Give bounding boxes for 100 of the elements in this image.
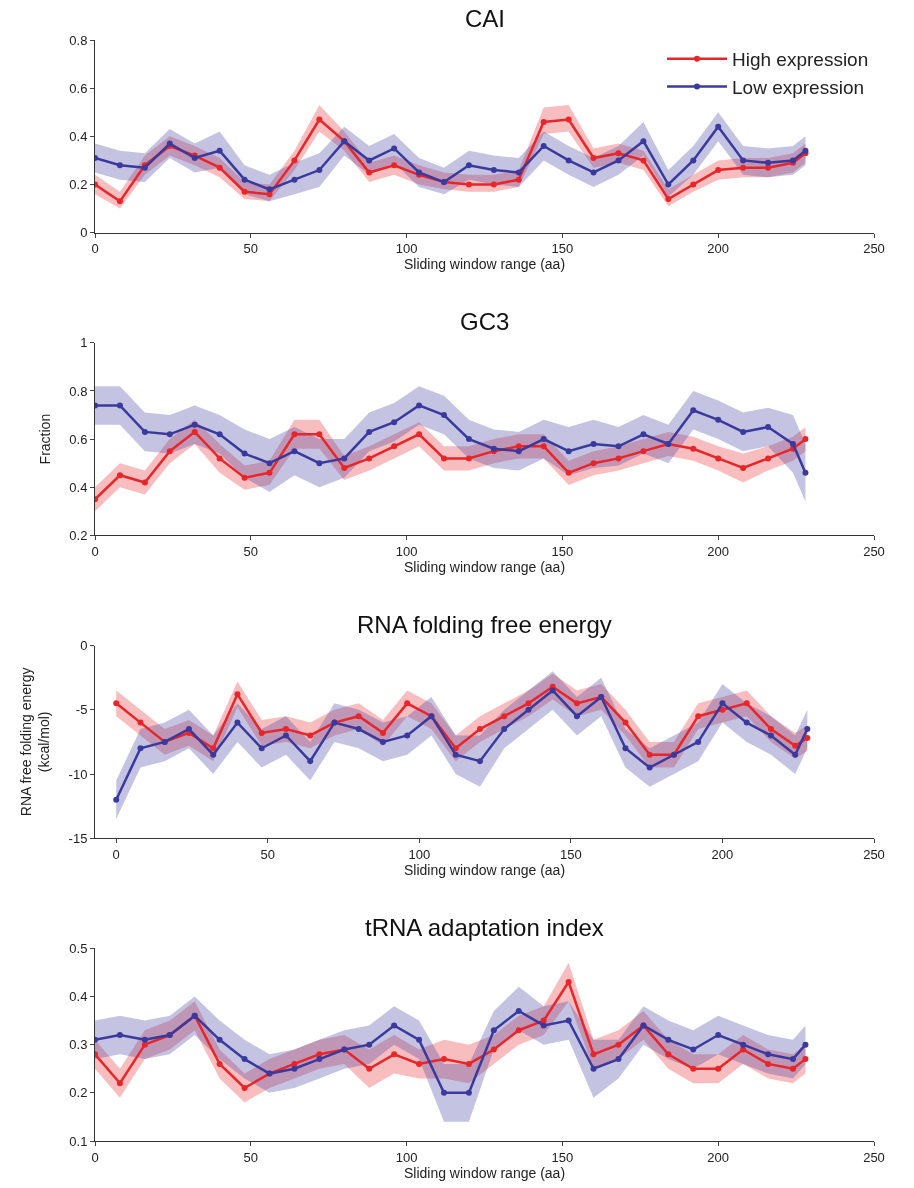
chart-title: RNA folding free energy: [357, 611, 612, 638]
point: [565, 469, 572, 476]
point: [646, 751, 653, 758]
x-axis-title: Sliding window range (aa): [403, 256, 566, 273]
point: [191, 428, 198, 435]
y-tick-label: 0.4: [69, 989, 88, 1005]
point: [307, 732, 314, 739]
x-axis-title: Sliding window range (aa): [403, 1164, 566, 1181]
y-tick-label: 0.3: [69, 1037, 88, 1053]
y-tick-label: 0.8: [69, 32, 88, 48]
point: [719, 706, 726, 713]
point: [515, 443, 522, 450]
point: [540, 436, 547, 443]
point: [767, 726, 774, 733]
point: [116, 402, 123, 409]
point: [804, 735, 811, 742]
y-tick-label: 0.2: [69, 1085, 88, 1101]
point: [740, 1041, 747, 1048]
x-axis-title: Sliding window range (aa): [403, 559, 566, 576]
point: [549, 687, 556, 694]
point: [792, 751, 799, 758]
point: [465, 455, 472, 462]
point: [241, 176, 248, 183]
x-tick-label: 250: [863, 846, 885, 862]
x-tick-label: 250: [863, 241, 885, 257]
point: [740, 164, 747, 171]
point: [241, 188, 248, 195]
point: [640, 157, 647, 164]
point: [452, 745, 459, 752]
point: [590, 440, 597, 447]
point: [501, 713, 508, 720]
point: [416, 402, 423, 409]
point: [646, 764, 653, 771]
chart-title: GC3: [460, 308, 510, 335]
x-tick-label: 250: [863, 544, 885, 560]
point: [416, 1060, 423, 1067]
y-tick-label: 0.4: [69, 128, 88, 144]
point: [137, 719, 144, 726]
y-tick-label: 0.8: [69, 383, 88, 399]
point: [366, 428, 373, 435]
y-tick-label: -5: [75, 702, 88, 718]
point: [216, 1060, 223, 1067]
x-tick-label: 150: [551, 241, 574, 257]
point: [640, 448, 647, 455]
point: [765, 159, 772, 166]
point: [341, 465, 348, 472]
point: [590, 460, 597, 467]
point: [258, 729, 265, 736]
point: [765, 1060, 772, 1067]
point: [765, 455, 772, 462]
point: [366, 1041, 373, 1048]
point: [258, 745, 265, 752]
y-tick-label: 0.2: [69, 177, 88, 193]
point: [452, 751, 459, 758]
x-tick-label: 200: [707, 241, 730, 257]
point: [316, 460, 323, 467]
point: [116, 198, 123, 205]
point: [116, 162, 123, 169]
point: [116, 1032, 123, 1039]
point: [307, 758, 314, 765]
point: [440, 412, 447, 419]
point: [266, 186, 273, 193]
point: [113, 700, 120, 707]
point: [540, 142, 547, 149]
point: [116, 1080, 123, 1087]
x-tick-label: 0: [112, 846, 120, 862]
chart-title: CAI: [465, 5, 506, 32]
point: [241, 1056, 248, 1063]
point: [291, 176, 298, 183]
point: [216, 164, 223, 171]
point: [767, 732, 774, 739]
x-tick-label: 100: [408, 846, 431, 862]
point: [525, 700, 532, 707]
point: [792, 742, 799, 749]
point: [802, 436, 809, 443]
point: [366, 455, 373, 462]
x-tick-label: 100: [395, 1149, 418, 1165]
point: [525, 706, 532, 713]
y-tick-label: 0.6: [69, 431, 88, 447]
point: [695, 738, 702, 745]
point: [690, 407, 697, 414]
point: [316, 431, 323, 438]
point: [416, 1036, 423, 1043]
point: [740, 428, 747, 435]
point: [291, 448, 298, 455]
x-tick-label: 150: [551, 544, 574, 560]
x-tick-label: 0: [91, 1149, 99, 1165]
y-tick-label: -15: [68, 830, 88, 846]
x-tick-label: 250: [863, 1149, 885, 1165]
y-tick-label: 1: [80, 335, 88, 351]
point: [490, 1027, 497, 1034]
point: [573, 713, 580, 720]
point: [391, 162, 398, 169]
point: [476, 726, 483, 733]
y-tick-label: 0.2: [69, 528, 88, 544]
point: [476, 758, 483, 765]
point: [565, 979, 572, 986]
point: [590, 1065, 597, 1072]
y-tick-label: 0.6: [69, 80, 88, 96]
y-tick-label: 0.5: [69, 940, 88, 956]
